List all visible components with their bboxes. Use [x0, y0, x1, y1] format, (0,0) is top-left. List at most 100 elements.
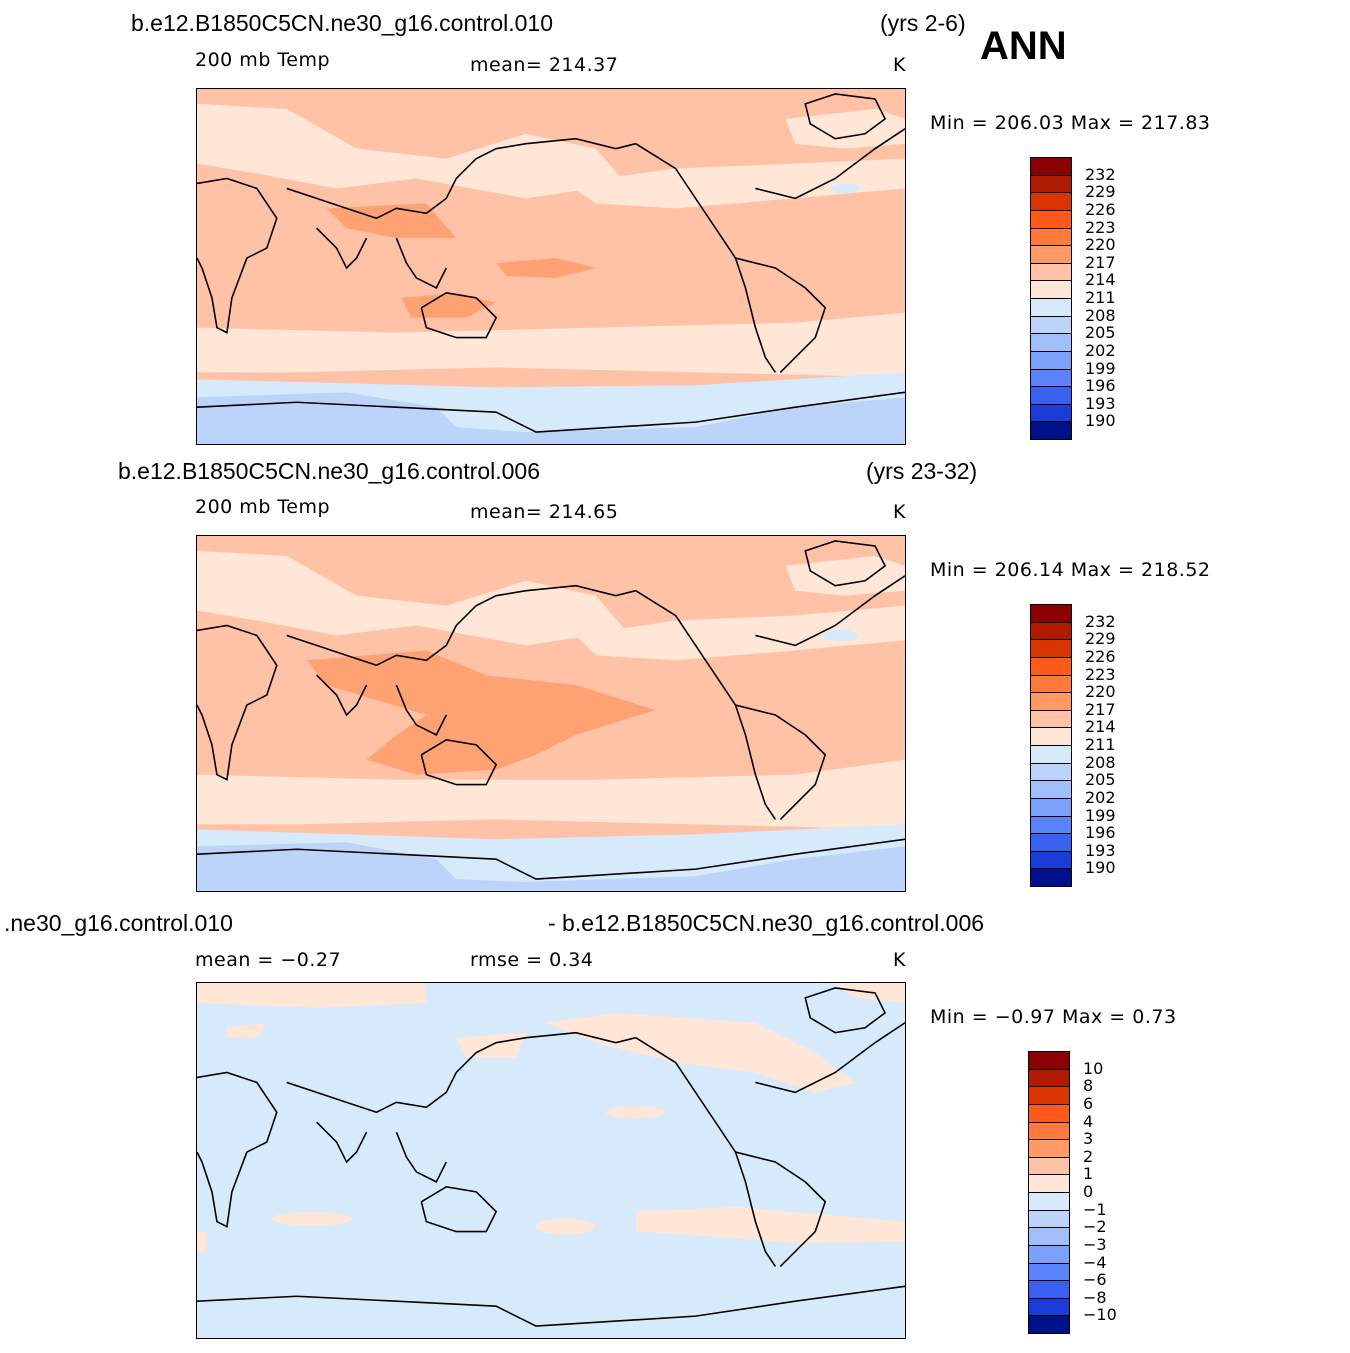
panel1-colorbar-swatch — [1030, 157, 1072, 176]
panel3-colorbar: 10 8 6 4 3 2 1 0 −1 −2 −3 −4 −6 −8 −10 — [1028, 1051, 1128, 1334]
panel2-case-title: b.e12.B1850C5CN.ne30_g16.control.006 — [118, 458, 540, 484]
panel3-colorbar-label: 1 — [1083, 1164, 1094, 1184]
panel3-colorbar-swatch — [1028, 1192, 1070, 1211]
panel1-colorbar-label: 223 — [1085, 217, 1116, 237]
panel2-colorbar-label: 190 — [1085, 858, 1116, 878]
panel3-rmse: rmse = 0.34 — [470, 949, 594, 971]
panel2-colorbar-label: 205 — [1085, 770, 1116, 790]
panel1-colorbar-swatch — [1030, 421, 1072, 440]
panel3-colorbar-swatch — [1028, 1139, 1070, 1158]
panel3-units: K — [893, 949, 906, 971]
panel2-colorbar-label: 217 — [1085, 699, 1116, 719]
panel3-colorbar-label: 2 — [1083, 1146, 1094, 1166]
panel3-colorbar-label: 4 — [1083, 1111, 1094, 1131]
panel1-colorbar-label: 211 — [1085, 288, 1116, 307]
panel2-colorbar-swatch — [1030, 674, 1072, 694]
panel3-colorbar-swatch — [1028, 1209, 1070, 1229]
panel1-colorbar-label: 196 — [1085, 376, 1116, 396]
panel2-colorbar-swatch — [1030, 692, 1072, 711]
panel3-colorbar-label: −6 — [1083, 1270, 1107, 1290]
season-label: ANN — [980, 24, 1067, 68]
panel1-colorbar: 232 229 226 223 220 217 214 211 208 205 202 199 196 1… — [1030, 157, 1130, 440]
panel3-colorbar-label: −3 — [1083, 1234, 1107, 1254]
panel1-colorbar-swatch — [1030, 209, 1072, 229]
panel1-mean: mean= 214.37 — [470, 54, 619, 76]
panel3-colorbar-swatch — [1028, 1315, 1070, 1334]
panel1-colorbar-label: 232 — [1085, 164, 1116, 184]
panel3-colorbar-swatch — [1028, 1297, 1070, 1317]
panel3-colorbar-swatch — [1028, 1121, 1070, 1141]
panel2-minmax: Min = 206.14 Max = 218.52 — [930, 559, 1211, 581]
panel2-units: K — [893, 501, 906, 523]
panel3-colorbar-swatch — [1028, 1174, 1070, 1193]
panel2-colorbar-label: 211 — [1085, 735, 1116, 754]
panel2-colorbar-label: 202 — [1085, 787, 1116, 807]
panel2-colorbar-swatch — [1030, 850, 1072, 870]
panel2-colorbar-label: 208 — [1085, 752, 1116, 772]
panel1-colorbar-label: 220 — [1085, 235, 1116, 255]
panel3-colorbar-swatch — [1028, 1086, 1070, 1105]
panel1-colorbar-swatch — [1030, 262, 1072, 282]
panel1-colorbar-label: 217 — [1085, 252, 1116, 272]
panel2-colorbar-swatch — [1030, 780, 1072, 799]
panel3-colorbar-swatch — [1028, 1068, 1070, 1088]
panel1-colorbar-swatch — [1030, 368, 1072, 388]
panel1-colorbar-label: 229 — [1085, 182, 1116, 202]
panel3-colorbar-label: 10 — [1083, 1058, 1104, 1078]
panel1-colorbar-label: 205 — [1085, 323, 1116, 343]
panel2-colorbar-swatch — [1030, 745, 1072, 764]
panel2-map — [196, 535, 906, 892]
panel3-colorbar-label: 0 — [1083, 1182, 1094, 1201]
panel3-colorbar-swatch — [1028, 1280, 1070, 1299]
panel1-map — [196, 88, 906, 445]
panel3-mean: mean = −0.27 — [195, 949, 342, 971]
panel2-colorbar-label: 229 — [1085, 629, 1116, 649]
panel3-colorbar-label: −1 — [1083, 1199, 1107, 1219]
panel1-years: (yrs 2-6) — [880, 10, 966, 36]
panel2-field: 200 mb Temp — [195, 496, 331, 518]
panel2-colorbar-swatch — [1030, 621, 1072, 641]
panel3-colorbar-swatch — [1028, 1051, 1070, 1070]
panel1-colorbar-label: 190 — [1085, 411, 1116, 431]
panel2-colorbar-swatch — [1030, 868, 1072, 887]
panel3-colorbar-swatch — [1028, 1227, 1070, 1246]
panel2-colorbar-swatch — [1030, 833, 1072, 852]
panel1-case-title: b.e12.B1850C5CN.ne30_g16.control.010 — [131, 10, 553, 36]
panel1-colorbar-label: 208 — [1085, 305, 1116, 325]
panel3-colorbar-swatch — [1028, 1103, 1070, 1123]
panel1-colorbar-label: 193 — [1085, 393, 1116, 413]
panel2-colorbar-swatch — [1030, 797, 1072, 817]
panel2-mean: mean= 214.65 — [470, 501, 619, 523]
panel1-colorbar-swatch — [1030, 280, 1072, 299]
panel1-colorbar-swatch — [1030, 298, 1072, 317]
panel3-colorbar-label: −2 — [1083, 1217, 1107, 1237]
panel2-colorbar-swatch — [1030, 727, 1072, 746]
panel1-units: K — [893, 54, 906, 76]
panel1-colorbar-swatch — [1030, 174, 1072, 194]
panel3-colorbar-label: 8 — [1083, 1076, 1094, 1096]
panel3-colorbar-swatch — [1028, 1156, 1070, 1176]
panel2-colorbar-swatch — [1030, 762, 1072, 782]
panel2-colorbar-label: 196 — [1085, 823, 1116, 843]
panel1-colorbar-swatch — [1030, 386, 1072, 405]
panel2-colorbar-label: 220 — [1085, 682, 1116, 702]
panel2-colorbar-swatch — [1030, 709, 1072, 729]
panel3-colorbar-label: 3 — [1083, 1129, 1094, 1149]
panel2-colorbar-label: 226 — [1085, 646, 1116, 666]
panel3-case-title-right: - b.e12.B1850C5CN.ne30_g16.control.006 — [548, 910, 985, 936]
panel1-colorbar-swatch — [1030, 333, 1072, 352]
panel1-colorbar-swatch — [1030, 350, 1072, 370]
panel3-minmax: Min = −0.97 Max = 0.73 — [930, 1006, 1177, 1028]
panel3-colorbar-swatch — [1028, 1244, 1070, 1264]
panel2-colorbar-swatch — [1030, 815, 1072, 835]
panel1-colorbar-label: 202 — [1085, 340, 1116, 360]
panel1-colorbar-label: 226 — [1085, 199, 1116, 219]
panel3-map — [196, 982, 906, 1339]
panel3-colorbar-label: −10 — [1083, 1305, 1117, 1325]
panel2-colorbar-swatch — [1030, 604, 1072, 623]
panel2-colorbar-label: 199 — [1085, 805, 1116, 825]
panel3-case-title-left: .ne30_g16.control.010 — [4, 910, 233, 936]
panel2-colorbar-label: 223 — [1085, 664, 1116, 684]
panel1-colorbar-swatch — [1030, 245, 1072, 264]
panel1-colorbar-swatch — [1030, 227, 1072, 247]
